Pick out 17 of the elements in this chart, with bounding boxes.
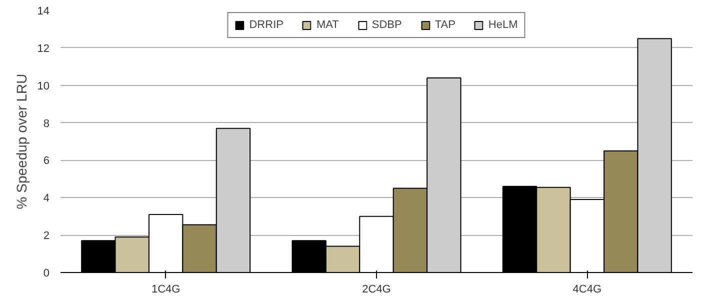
y-tick-label: 6 <box>43 155 50 168</box>
y-tick-label: 10 <box>37 80 50 92</box>
y-tick-label: 8 <box>43 118 50 130</box>
legend-label: SDBP <box>372 19 402 31</box>
x-tick-label: 4C4G <box>572 284 602 296</box>
y-tick-label: 4 <box>43 192 50 205</box>
x-tick-label: 1C4G <box>151 284 180 296</box>
y-tick-label: 12 <box>37 42 50 55</box>
legend-label: TAP <box>434 19 456 31</box>
y-tick-label: 2 <box>43 230 50 242</box>
legend-label: MAT <box>316 19 339 31</box>
legend-label: HeLM <box>488 19 518 31</box>
y-axis-title: % Speedup over LRU <box>13 74 30 210</box>
y-tick-label: 14 <box>37 6 50 18</box>
y-tick-label: 0 <box>43 268 50 280</box>
legend-label: DRRIP <box>249 19 284 31</box>
x-tick-label: 2C4G <box>362 284 391 296</box>
